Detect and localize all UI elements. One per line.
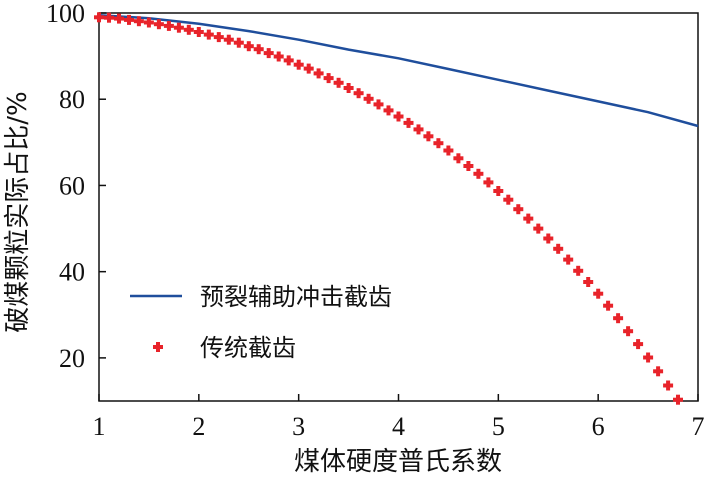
series-point-traditional [373, 99, 384, 110]
legend: 预裂辅助冲击截齿 传统截齿 [130, 283, 392, 362]
series-point-traditional [263, 48, 274, 59]
x-tick-label: 4 [392, 412, 405, 441]
series-point-traditional [303, 63, 314, 74]
series-point-traditional [443, 145, 454, 156]
series-point-traditional [163, 20, 174, 31]
series-point-traditional [153, 19, 164, 30]
series-point-traditional [543, 233, 554, 244]
x-tick-label: 1 [93, 412, 106, 441]
x-axis-title: 煤体硬度普氏系数 [294, 447, 502, 477]
series-line-pre-split [98, 13, 699, 128]
series-point-traditional [183, 24, 194, 35]
series-point-traditional [563, 254, 574, 265]
series-point-traditional [453, 153, 464, 164]
series-point-traditional [583, 277, 594, 287]
series-layer [94, 12, 699, 405]
series-point-traditional [124, 14, 134, 25]
x-tick-label: 6 [592, 412, 605, 441]
series-point-traditional [313, 68, 324, 79]
series-point-traditional [383, 105, 394, 116]
series-point-traditional [613, 313, 624, 324]
series-point-traditional [323, 73, 334, 84]
series-point-traditional [423, 131, 434, 142]
series-point-traditional [413, 124, 424, 135]
series-point-traditional [513, 204, 524, 215]
y-axis-title: 破煤颗粒实际占比/% [3, 91, 33, 332]
series-point-traditional [463, 161, 474, 171]
series-point-traditional [433, 138, 444, 149]
series-point-traditional [353, 88, 364, 99]
series-point-traditional [133, 16, 144, 27]
series-point-traditional [643, 352, 654, 363]
series-point-traditional [273, 51, 284, 62]
series-point-traditional [653, 366, 664, 377]
series-point-traditional [403, 117, 414, 128]
series-point-traditional [293, 59, 304, 70]
y-tick-label: 60 [59, 171, 85, 200]
series-point-traditional [343, 83, 354, 93]
series-point-traditional [593, 288, 604, 299]
x-tick-label: 2 [192, 412, 205, 441]
series-point-traditional [503, 194, 514, 205]
series-point-traditional [493, 186, 504, 196]
series-point-traditional [333, 77, 344, 88]
y-tick-label: 80 [59, 85, 85, 114]
axis-ticks: 1 2 3 4 5 6 7 20 40 60 80 100 [46, 0, 705, 441]
series-point-traditional [203, 29, 214, 40]
series-point-traditional [213, 32, 224, 43]
y-tick-label: 40 [59, 258, 85, 287]
series-point-traditional [533, 223, 544, 234]
series-point-traditional [243, 41, 254, 52]
y-tick-label: 20 [59, 344, 85, 373]
legend-swatch-marker [153, 342, 163, 352]
series-point-traditional [473, 168, 484, 179]
x-tick-label: 5 [492, 412, 505, 441]
legend-label-line: 预裂辅助冲击截齿 [200, 283, 392, 311]
series-point-traditional [193, 27, 204, 37]
series-point-traditional [523, 213, 534, 224]
y-tick-label: 100 [46, 0, 85, 28]
series-point-traditional [393, 111, 404, 122]
x-tick-label: 7 [692, 412, 705, 441]
series-point-traditional [283, 55, 294, 66]
series-point-traditional [173, 22, 184, 33]
series-point-traditional [603, 300, 614, 311]
legend-label-markers: 传统截齿 [200, 334, 296, 362]
series-point-traditional [633, 339, 644, 350]
series-point-traditional [623, 326, 634, 337]
plot-frame [98, 12, 699, 402]
series-point-traditional [94, 12, 104, 23]
series-point-traditional [553, 243, 564, 254]
series-point-traditional [223, 34, 234, 45]
series-point-traditional [104, 12, 114, 23]
series-point-traditional [573, 265, 584, 276]
series-point-traditional [114, 13, 124, 24]
series-point-traditional [673, 394, 683, 405]
series-point-traditional [483, 177, 494, 188]
series-point-traditional [663, 380, 674, 391]
series-point-traditional [363, 93, 374, 104]
series-point-traditional [143, 17, 154, 28]
x-tick-label: 3 [292, 412, 305, 441]
series-point-traditional [233, 37, 244, 48]
series-point-traditional [253, 44, 264, 55]
